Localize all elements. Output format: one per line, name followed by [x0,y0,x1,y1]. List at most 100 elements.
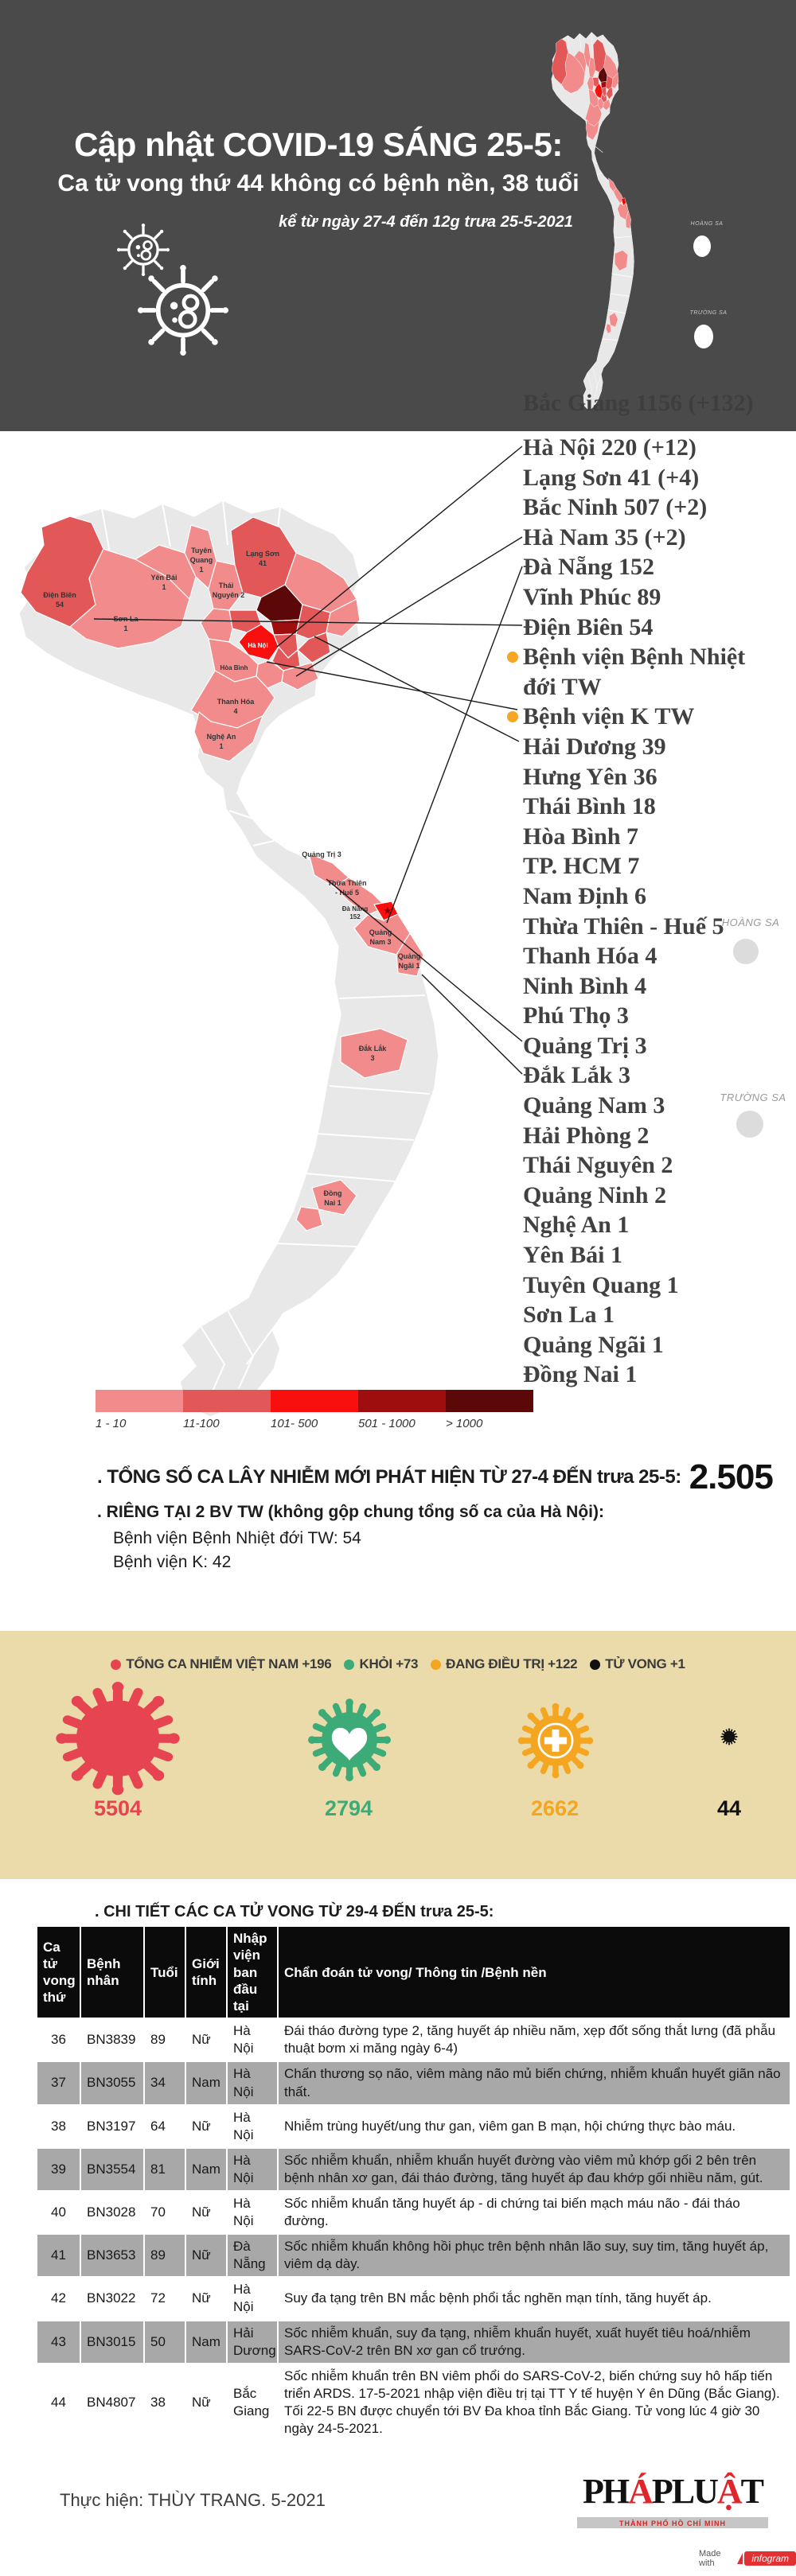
table-cell: 70 [143,2189,186,2236]
map-label: 1 [199,566,203,574]
map-label: Quảng Trị 3 [302,850,341,858]
legend-dot-icon [431,1659,442,1670]
table-row: 43 BN3015 50 Nam Hải Dương Sốc nhiễm khuẩn, s… [36,2319,791,2364]
legend-dot-icon [344,1659,355,1670]
logo-letter: T [740,2472,764,2511]
map-label: Thái [219,582,234,590]
map-label: - Huế 5 [335,889,359,897]
stats-legend-label: TỬ VONG +1 [605,1656,685,1671]
legend-bucket-label: 11-100 [183,1417,220,1430]
province-list-item: Quảng Ninh 2 [523,1181,667,1208]
table-cell: BN3653 [80,2233,145,2278]
infogram-icon [737,2553,743,2564]
province-list-item: Hải Phòng 2 [523,1122,650,1149]
virus-outline-icon [115,222,239,364]
hospital-line-2: Bệnh viện K: 42 [113,1553,232,1571]
logo-letter: Ậ [716,2472,743,2511]
map-label: Nguyên 2 [213,591,245,599]
virus-heart-icon [301,1693,398,1788]
table-header-row: Ca tử vong thứ Bệnh nhân Tuổi Giới tính Nhập… [36,1924,791,2020]
stat-deaths: 44 [716,1796,742,1820]
province-list-item: Vĩnh Phúc 89 [523,583,661,610]
map-label: Nghệ An [207,733,236,741]
table-cell: Bắc Giang [226,2362,279,2443]
credit-line: Thực hiện: THÙY TRANG. 5-2021 [60,2490,326,2510]
table-cell: BN3022 [80,2276,145,2321]
table-column-header: Giới tính [185,1924,228,2020]
province-list-item: Thanh Hóa 4 [523,943,657,970]
table-cell: Nam [185,2319,228,2364]
table-cell: BN3554 [80,2146,145,2193]
stat-recovered: 2794 [324,1796,373,1820]
legend-dot-icon [111,1659,122,1670]
table-row: 39 BN3554 81 Nam Hà Nội Sốc nhiễm khuẩn, nhiễ… [36,2146,791,2193]
mini-hoang-sa-label: HOÀNG SA [690,221,724,227]
province-case-list: Hà Nội 220 (+12) Lạng Sơn 41 (+4) Bắc Ninh… [507,433,779,1390]
province-list-item: Bệnh viện K TW [507,702,779,732]
table-row: 36 BN3839 89 Nữ Hà Nội Đái tháo đường type 2,… [36,2018,791,2063]
table-cell: 72 [143,2276,186,2321]
province-list-item: Hà Nam 35 (+2) [523,523,686,551]
province-list-item: Quảng Ngãi 1 [523,1331,664,1358]
map-label: Hòa Bình [220,664,248,671]
phapluat-logo: PHÁPLUẬT [577,2472,768,2511]
total-cases-value: 2.505 [689,1457,774,1496]
table-cell: Nam [185,2146,228,2193]
map-label: Lạng Sơn [246,550,279,558]
mini-vietnam-map [551,32,634,411]
map-label: Quảng [398,952,421,960]
map-label: 4 [233,707,237,715]
stats-legend-item: TỬ VONG +1 [590,1656,685,1672]
map-label: Ngãi 1 [398,962,419,970]
table-cell: Nữ [185,2189,228,2236]
table-cell: 40 [36,2189,81,2236]
table-cell: 43 [36,2319,81,2364]
stat-in-treatment: 2662 [530,1796,579,1820]
header: Cập nhật COVID-19 SÁNG 25-5: Ca tử vong … [0,0,796,431]
deaths-table: Ca tử vong thứ Bệnh nhân Tuổi Giới tính Nhập… [36,1924,791,2443]
hidden-bac-giang-item: Bắc Giang 1156 (+132) [523,390,754,416]
province-list-item: Hòa Bình 7 [523,823,639,850]
legend-swatch [358,1390,446,1412]
page-subtitle: Ca tử vong thứ 44 không có bệnh nền, 38 … [57,170,579,197]
table-cell: Hà Nội [226,2189,279,2236]
province-list-item: Yên Bái 1 [523,1242,623,1269]
province-list-item: Đà Nẵng 152 [523,554,655,581]
table-cell: BN3015 [80,2319,145,2364]
map-label: 152 [349,913,361,920]
table-cell: 37 [36,2060,81,2106]
map-label: Thừa Thiên [327,879,366,887]
mini-truong-sa-dot [694,325,713,348]
table-column-header: Chẩn đoán tử vong/ Thông tin /Bệnh nền [277,1924,791,2020]
province-list-item: Tuyên Quang 1 [523,1271,679,1298]
table-cell: Nữ [185,2103,228,2149]
table-cell: 64 [143,2103,186,2149]
legend-bucket-label: 501 - 1000 [358,1417,416,1430]
total-cases-line: . TỔNG SỐ CA LÂY NHIỄM MỚI PHÁT HIỆN TỪ … [97,1457,774,1497]
table-cell: Hải Dương [226,2319,279,2364]
table-cell: Đà Nẵng [226,2233,279,2278]
stats-legend-label: TỔNG CA NHIỄM VIỆT NAM +196 [126,1656,332,1671]
table-cell: 39 [36,2146,81,2193]
map-label: 1 [162,583,166,591]
map-label: Đắk Lắk [359,1044,388,1053]
table-row: 37 BN3055 34 Nam Hà Nội Chấn thương sọ não, v… [36,2060,791,2106]
stat-total-infections: 5504 [93,1796,142,1820]
map-label: 41 [259,559,267,567]
table-cell: BN3055 [80,2060,145,2106]
virus-small-icon [720,1728,738,1745]
stats-legend: TỔNG CA NHIỄM VIỆT NAM +196 KHỎI +73 ĐANG … [0,1656,796,1672]
province-list-item: Hà Nội 220 (+12) [523,434,696,461]
total-cases-label: . TỔNG SỐ CA LÂY NHIỄM MỚI PHÁT HIỆN TỪ … [97,1466,681,1488]
stats-legend-item: KHỎI +73 [344,1656,418,1672]
table-cell: BN3028 [80,2189,145,2236]
legend-bucket-label: > 1000 [446,1417,483,1430]
table-cell: 38 [143,2362,186,2443]
table-cell: BN4807 [80,2362,145,2443]
table-cell: Suy đa tạng trên BN mắc bệnh phổi tắc ng… [277,2276,791,2321]
table-cell: Chấn thương sọ não, viêm màng não mủ biế… [277,2060,791,2106]
table-cell: Nhiễm trùng huyết/ung thư gan, viêm gan … [277,2103,791,2149]
table-cell: Đái tháo đường type 2, tăng huyết áp nhi… [277,2018,791,2063]
province-list-item: Hải Dương 39 [523,733,666,760]
